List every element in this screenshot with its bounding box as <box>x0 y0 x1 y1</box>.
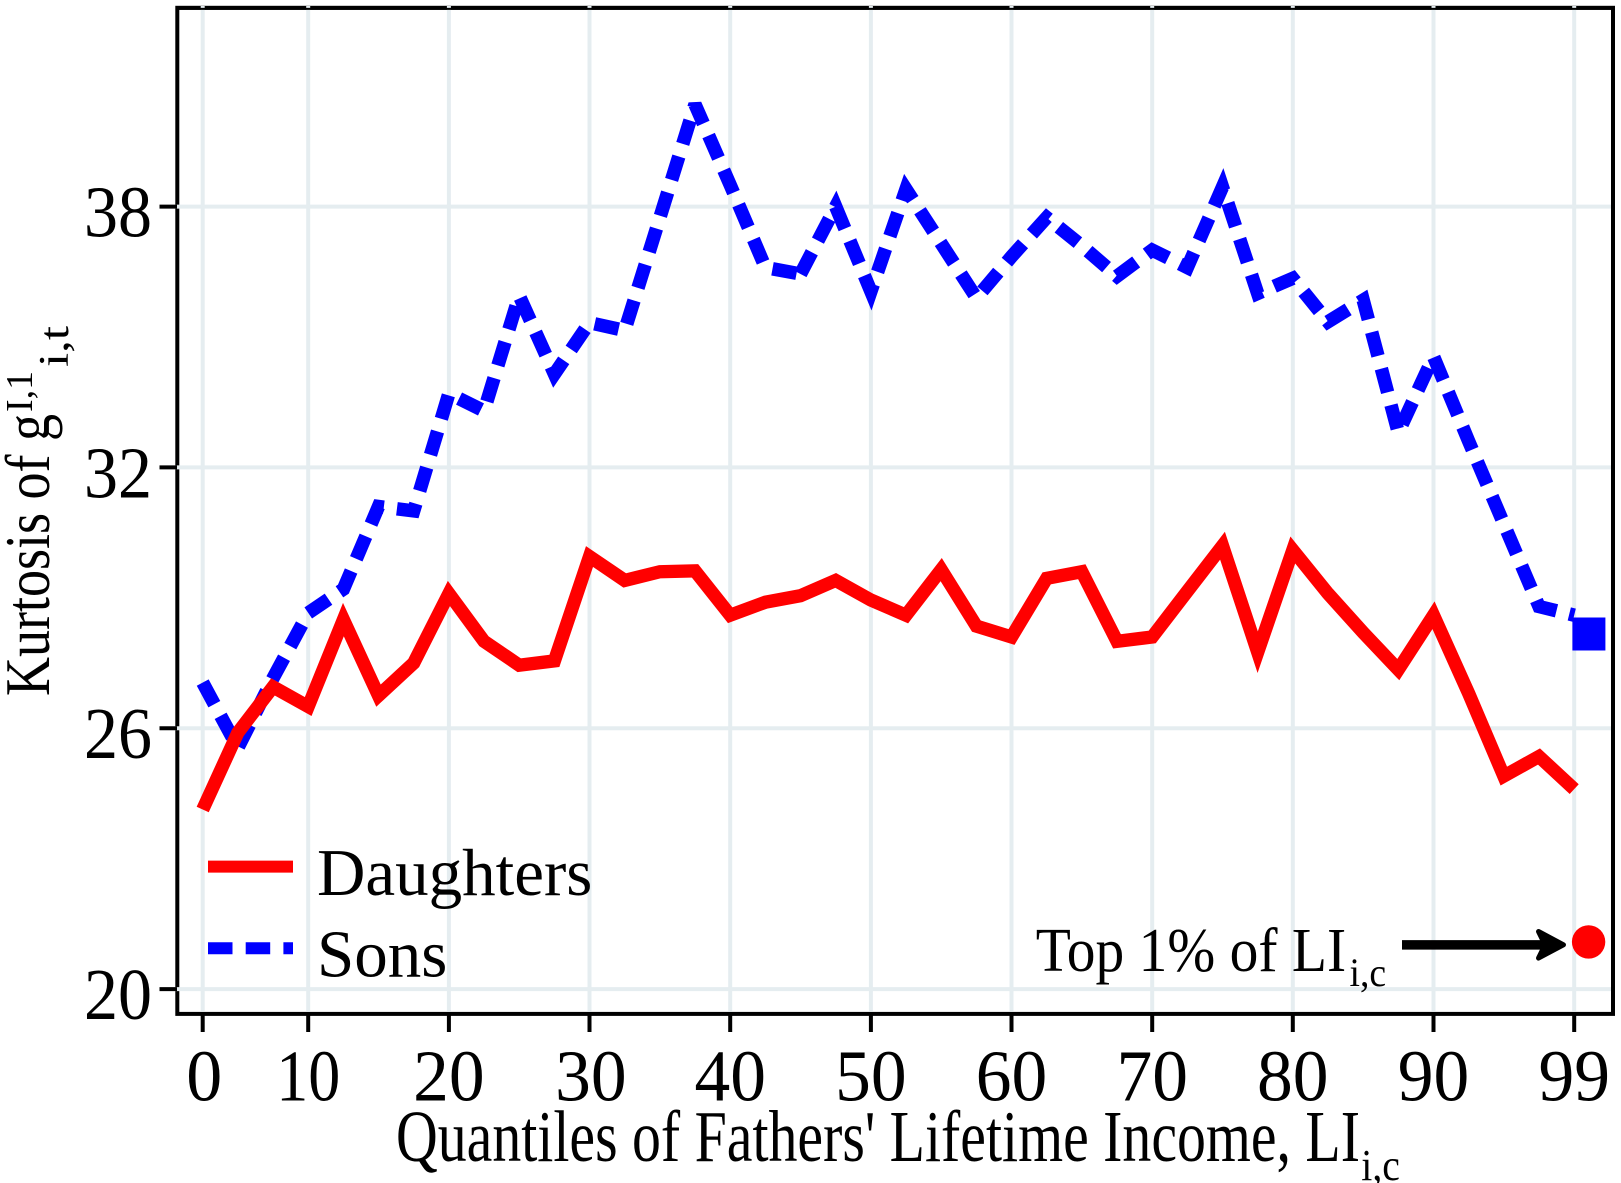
svg-text:Quantiles of Fathers' Lifetime: Quantiles of Fathers' Lifetime Income, L… <box>396 1096 1360 1177</box>
svg-text:80: 80 <box>1257 1035 1329 1116</box>
svg-text:90: 90 <box>1398 1035 1470 1116</box>
svg-text:Daughters: Daughters <box>317 836 592 910</box>
svg-text:20: 20 <box>84 954 152 1035</box>
svg-text:99: 99 <box>1538 1035 1610 1116</box>
svg-text:20: 20 <box>413 1035 485 1116</box>
svg-text:I,1: I,1 <box>0 371 41 412</box>
svg-text:40: 40 <box>694 1035 766 1116</box>
svg-text:32: 32 <box>84 432 152 513</box>
svg-text:60: 60 <box>976 1035 1048 1116</box>
svg-text:38: 38 <box>84 172 152 253</box>
svg-text:10: 10 <box>276 1035 340 1116</box>
svg-text:Kurtosis of g: Kurtosis of g <box>0 414 63 696</box>
svg-text:i,c: i,c <box>1361 1141 1400 1183</box>
svg-text:Sons: Sons <box>317 918 447 992</box>
svg-text:30: 30 <box>555 1035 627 1116</box>
svg-text:70: 70 <box>1116 1035 1188 1116</box>
svg-text:50: 50 <box>835 1035 907 1116</box>
svg-text:26: 26 <box>84 693 152 774</box>
svg-text:i,c: i,c <box>1350 950 1387 995</box>
svg-text:Top 1% of LI: Top 1% of LI <box>1036 917 1346 985</box>
svg-text:0: 0 <box>186 1035 222 1116</box>
svg-text:i,t: i,t <box>32 326 78 367</box>
